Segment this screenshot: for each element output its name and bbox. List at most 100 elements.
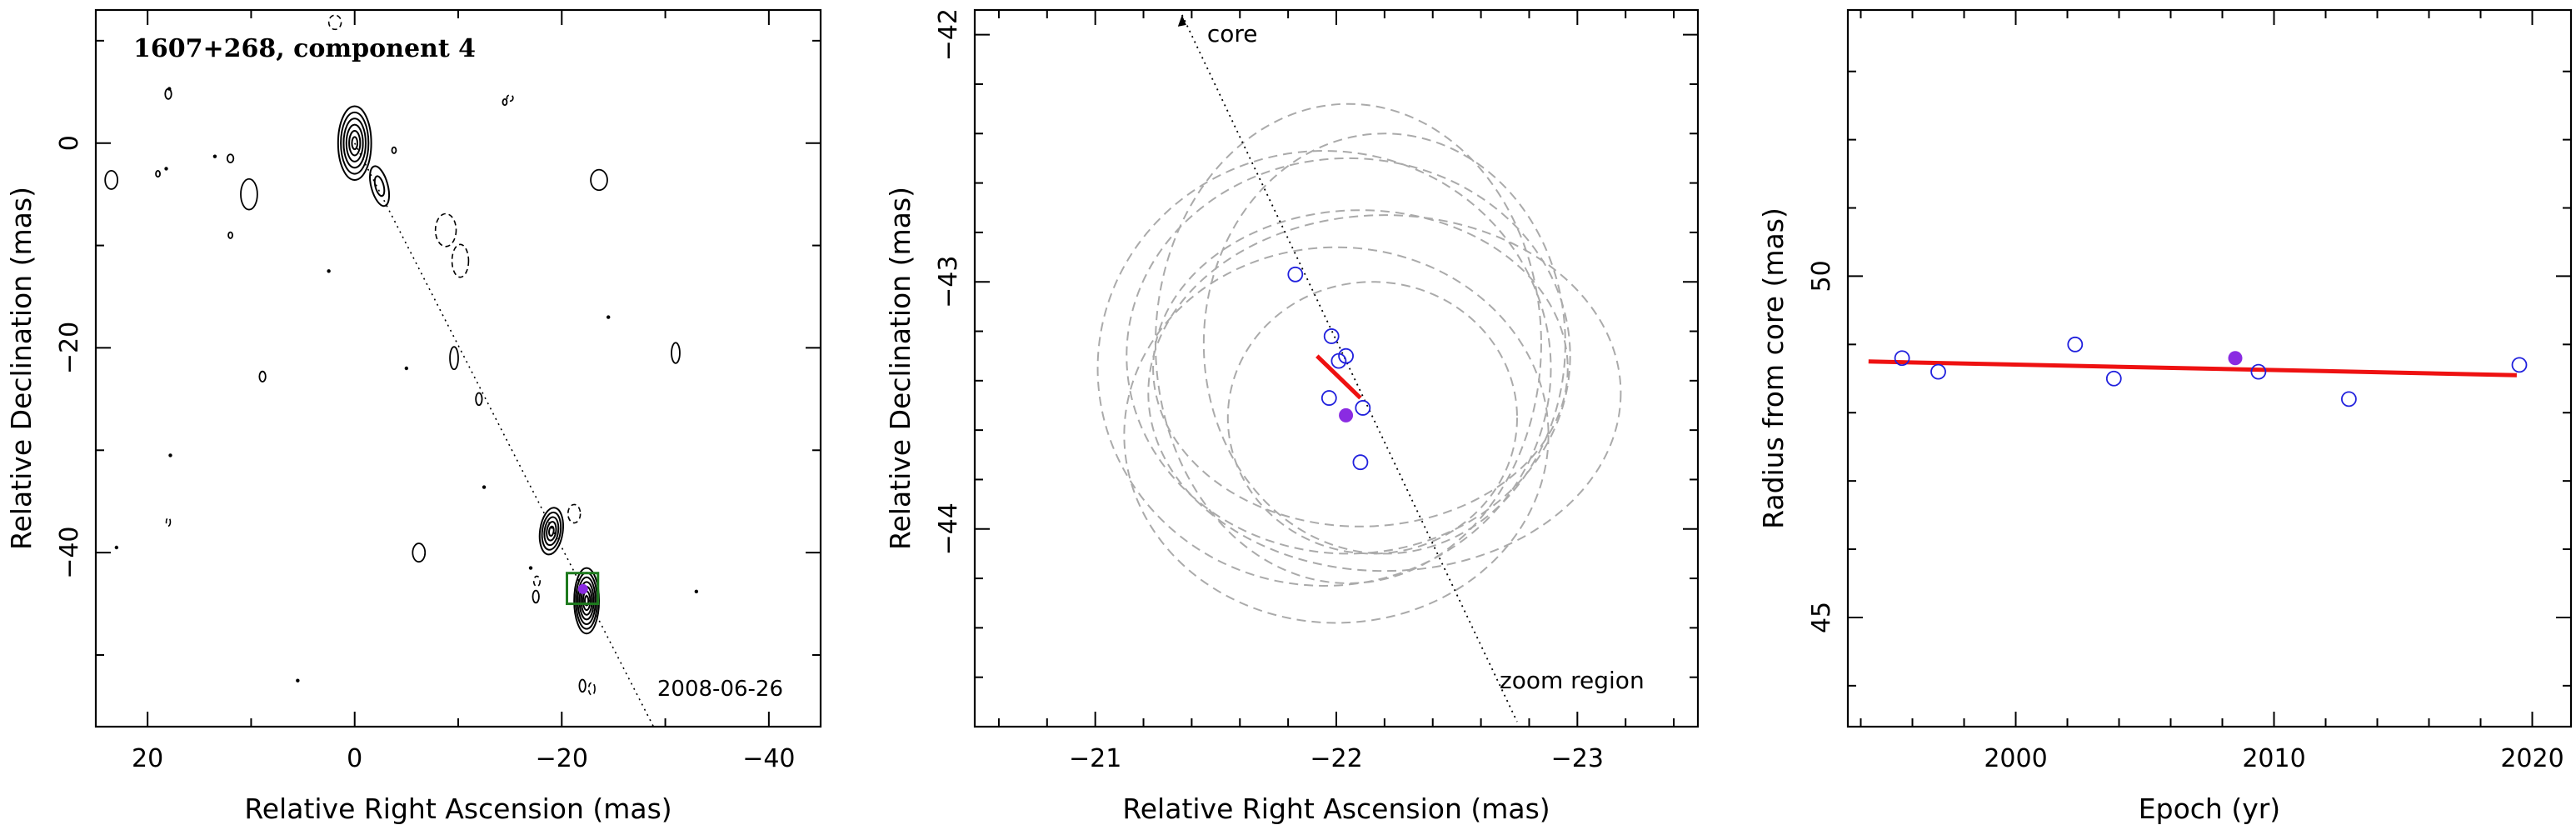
uncertainty-ellipse	[1226, 281, 1519, 555]
noise-contour	[449, 346, 459, 371]
uncertainty-ellipse	[1202, 132, 1566, 555]
epoch-date-label: 2008-06-26	[657, 677, 783, 702]
noise-contour	[258, 370, 267, 382]
noise-contour	[240, 178, 258, 211]
core-direction-label: core	[1207, 20, 1258, 48]
y-tick-label: 0	[55, 135, 84, 151]
negative-contour	[567, 503, 582, 524]
y-tick-label: −44	[934, 502, 963, 555]
noise-contour	[671, 342, 681, 364]
y-axis-label: Relative Declination (mas)	[5, 187, 37, 550]
noise-contour	[226, 153, 235, 163]
x-tick-label: −40	[742, 744, 795, 773]
linear-fit-line	[1868, 359, 2517, 378]
uncertainty-ellipse	[1147, 214, 1622, 572]
y-axis-label: Radius from core (mas)	[1757, 208, 1790, 529]
component-contour	[583, 595, 590, 607]
contour-dot	[168, 453, 172, 458]
y-tick-label: −43	[934, 256, 963, 308]
radius-point	[2340, 391, 2357, 408]
uncertainty-ellipse	[1152, 209, 1569, 528]
contour-dot	[607, 315, 611, 319]
x-tick-label: 20	[132, 744, 163, 773]
negative-contour	[506, 94, 514, 102]
panel-radius-vs-epoch: 2000 2010 2020 45 50 Epoch (yr) Radius from co…	[1757, 8, 2573, 825]
core-contour	[345, 123, 364, 162]
zoom-region-label: zoom region	[1500, 667, 1645, 694]
x-tick-label: 2010	[2242, 744, 2305, 773]
knot-contour	[546, 521, 557, 542]
y-tick-label: −42	[934, 8, 963, 61]
x-tick-label: 2020	[2500, 744, 2564, 773]
negative-contour	[434, 212, 457, 248]
component-contour	[578, 581, 595, 621]
noise-contour	[590, 168, 608, 192]
panel-contour-map: 20 0 −20 −40 0 −20 −40 Relative Right Ascension…	[5, 8, 822, 825]
highlight-point	[2228, 351, 2243, 366]
core-contour	[348, 129, 362, 157]
contour-dot	[528, 566, 533, 570]
radius-point	[2250, 363, 2267, 380]
plot-frame	[1846, 8, 2573, 728]
plot-frame	[94, 8, 822, 728]
uncertainty-ellipse	[1155, 102, 1542, 584]
core-arrow-head	[1177, 14, 1186, 27]
contour-dot	[694, 589, 699, 594]
contour-dot	[296, 678, 300, 682]
jet-direction-line	[354, 142, 655, 728]
component-contour	[577, 576, 597, 625]
core-contour	[351, 136, 359, 151]
position-point	[1355, 400, 1371, 416]
x-axis-label: Epoch (yr)	[2139, 792, 2280, 825]
panel-title: 1607+268, component 4	[133, 34, 476, 63]
jet-contour	[369, 165, 391, 208]
y-tick-label: 50	[1807, 260, 1836, 292]
core-contour	[337, 105, 372, 181]
uncertainty-ellipse	[1096, 150, 1552, 587]
contour-dot	[212, 154, 217, 158]
contour-dot	[167, 87, 172, 91]
y-tick-label: −20	[55, 322, 84, 374]
x-tick-label: −21	[1069, 744, 1121, 773]
x-tick-label: −20	[536, 744, 588, 773]
radius-point	[2067, 336, 2084, 352]
jet-contour	[373, 175, 386, 198]
zoom-region-box	[566, 572, 600, 606]
contour-dot	[114, 545, 119, 550]
x-tick-label: −22	[1310, 744, 1362, 773]
knot-contour	[548, 525, 555, 537]
noise-contour	[412, 542, 427, 563]
position-point	[1352, 454, 1369, 471]
negative-contour	[532, 575, 541, 588]
panel-zoom-region: core zoom region −21 −22 −23 −42 −43 −44 Relativ…	[884, 8, 1700, 825]
highlight-point	[1339, 408, 1354, 422]
negative-contour	[587, 682, 596, 696]
x-tick-label: 2000	[1984, 744, 2047, 773]
noise-contour	[227, 231, 233, 239]
uncertainty-ellipse	[1123, 246, 1550, 624]
noise-contour	[578, 678, 587, 693]
negative-contour	[165, 517, 172, 527]
negative-contour	[451, 243, 470, 278]
uncertainty-ellipse	[1126, 157, 1571, 555]
noise-contour	[475, 392, 483, 407]
position-point	[1323, 328, 1340, 344]
contour-dot	[327, 269, 331, 273]
knot-contour	[538, 507, 564, 556]
noise-contour	[155, 169, 161, 178]
negative-contour	[327, 14, 342, 31]
radius-point	[1894, 350, 1910, 367]
contour-dot	[164, 167, 168, 171]
contour-dot	[404, 366, 409, 371]
jet-direction-line	[1181, 14, 1518, 722]
x-tick-label: −23	[1551, 744, 1604, 773]
noise-contour	[502, 98, 508, 107]
x-axis-label: Relative Right Ascension (mas)	[244, 792, 671, 825]
position-point	[1320, 390, 1337, 406]
noise-contour	[164, 88, 172, 100]
y-tick-label: −40	[55, 526, 84, 578]
motion-vector	[1315, 354, 1362, 400]
radius-point	[1930, 363, 1946, 380]
noise-contour	[104, 169, 118, 190]
